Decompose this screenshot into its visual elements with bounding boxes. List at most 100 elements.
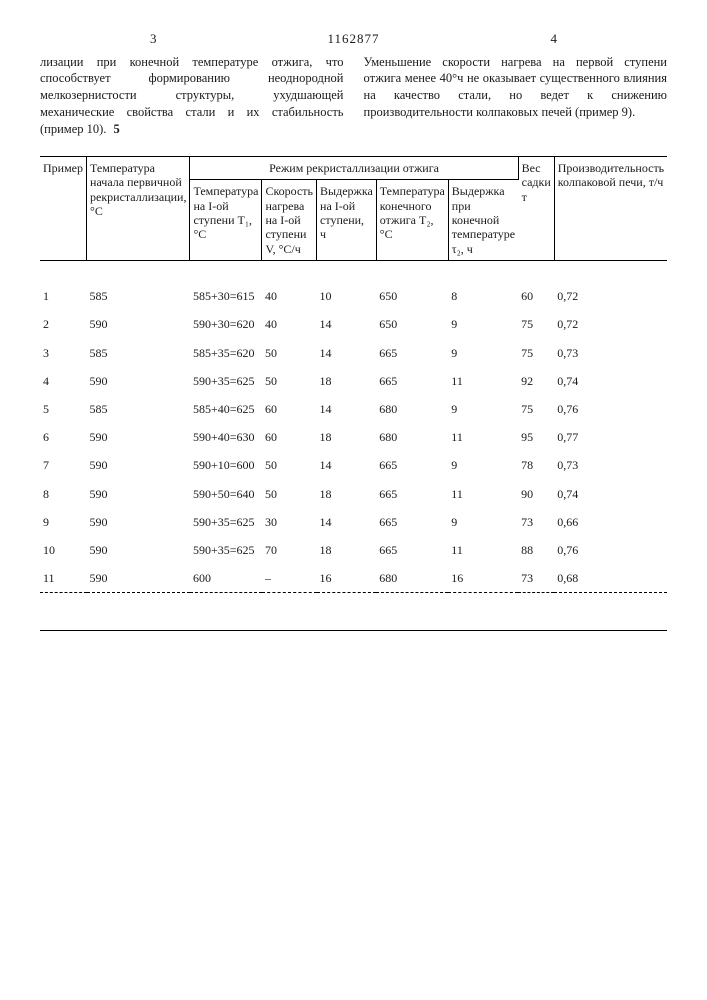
data-table: Пример Температура начала первичной рекр… xyxy=(40,156,667,632)
table-cell: 73 xyxy=(518,508,554,536)
table-cell: 8 xyxy=(40,480,87,508)
th-t1: Температура на I-ой ступени T₁, °C xyxy=(190,180,262,261)
table-cell: 50 xyxy=(262,451,317,479)
table-cell: 590+10=600 xyxy=(190,451,262,479)
table-cell: 11 xyxy=(40,564,87,593)
table-cell: 650 xyxy=(376,262,448,310)
table-cell: 665 xyxy=(376,480,448,508)
table-cell: 680 xyxy=(376,395,448,423)
table-cell: 6 xyxy=(40,423,87,451)
table-cell: 0,72 xyxy=(554,310,667,338)
page-number-left: 3 xyxy=(150,30,157,48)
table-cell: 50 xyxy=(262,339,317,367)
table-cell: 75 xyxy=(518,310,554,338)
left-paragraph: лизации при конечной температуре отжига,… xyxy=(40,55,344,137)
th-hold2: Выдержка при конечной температуре τ₂, ч xyxy=(448,180,518,261)
table-cell: 665 xyxy=(376,508,448,536)
table-cell: 665 xyxy=(376,451,448,479)
table-cell: 650 xyxy=(376,310,448,338)
table-cell: 590 xyxy=(87,536,190,564)
table-cell: 585+40=625 xyxy=(190,395,262,423)
table-cell: 0,73 xyxy=(554,451,667,479)
table-cell: 50 xyxy=(262,480,317,508)
table-cell: 3 xyxy=(40,339,87,367)
table-cell: 590 xyxy=(87,564,190,593)
table-cell: 7 xyxy=(40,451,87,479)
table-cell: 11 xyxy=(448,536,518,564)
table-cell: 590 xyxy=(87,451,190,479)
table-cell: 0,76 xyxy=(554,536,667,564)
table-cell: 75 xyxy=(518,395,554,423)
table-cell: 60 xyxy=(518,262,554,310)
th-t2: Температура конечного отжига T₂, °C xyxy=(376,180,448,261)
table-cell: 0,72 xyxy=(554,262,667,310)
table-cell: 14 xyxy=(317,395,377,423)
table-cell: 11 xyxy=(448,367,518,395)
table-cell: 2 xyxy=(40,310,87,338)
table-cell: 9 xyxy=(448,395,518,423)
table-row: 5585585+40=62560146809750,76 xyxy=(40,395,667,423)
table-cell: 585 xyxy=(87,339,190,367)
marker-5: 5 xyxy=(114,122,120,136)
table-cell: – xyxy=(262,564,317,593)
th-group: Режим рекристаллизации отжига xyxy=(190,156,518,179)
table-cell: 18 xyxy=(317,367,377,395)
table-cell: 75 xyxy=(518,339,554,367)
right-paragraph: Уменьшение скорости нагрева на первой ст… xyxy=(364,55,668,120)
table-cell: 9 xyxy=(448,339,518,367)
table-cell: 585+35=620 xyxy=(190,339,262,367)
table-cell: 665 xyxy=(376,536,448,564)
table-cell: 600 xyxy=(190,564,262,593)
table-cell: 14 xyxy=(317,508,377,536)
table-cell: 50 xyxy=(262,367,317,395)
table-row: 11590600–1668016730,68 xyxy=(40,564,667,593)
table-cell: 18 xyxy=(317,480,377,508)
table-cell: 40 xyxy=(262,310,317,338)
table-cell: 0,74 xyxy=(554,367,667,395)
table-cell: 590 xyxy=(87,310,190,338)
table-cell: 585 xyxy=(87,262,190,310)
table-cell: 9 xyxy=(40,508,87,536)
table-cell: 14 xyxy=(317,451,377,479)
table-cell: 88 xyxy=(518,536,554,564)
table-cell: 590+35=625 xyxy=(190,508,262,536)
table-cell: 73 xyxy=(518,564,554,593)
table-cell: 590+50=640 xyxy=(190,480,262,508)
table-cell: 0,77 xyxy=(554,423,667,451)
page-header: 3 1162877 4 xyxy=(40,30,667,48)
table-row: 8590590+50=640501866511900,74 xyxy=(40,480,667,508)
table-cell: 14 xyxy=(317,310,377,338)
table-cell: 590+35=625 xyxy=(190,367,262,395)
table-row: 4590590+35=625501866511920,74 xyxy=(40,367,667,395)
th-example: Пример xyxy=(40,156,87,260)
table-cell: 0,76 xyxy=(554,395,667,423)
right-column: Уменьшение скорости нагрева на первой ст… xyxy=(364,54,668,138)
table-cell: 590+30=620 xyxy=(190,310,262,338)
table-cell: 590 xyxy=(87,367,190,395)
table-cell: 30 xyxy=(262,508,317,536)
table-cell: 0,73 xyxy=(554,339,667,367)
table-cell: 590 xyxy=(87,480,190,508)
table-cell: 585+30=615 xyxy=(190,262,262,310)
table-row: 3585585+35=62050146659750,73 xyxy=(40,339,667,367)
table-cell: 11 xyxy=(448,480,518,508)
table-cell: 9 xyxy=(448,508,518,536)
table-cell: 18 xyxy=(317,423,377,451)
table-cell: 16 xyxy=(448,564,518,593)
table-cell: 40 xyxy=(262,262,317,310)
table-cell: 665 xyxy=(376,339,448,367)
table-row: 6590590+40=630601868011950,77 xyxy=(40,423,667,451)
table-row: 2590590+30=62040146509750,72 xyxy=(40,310,667,338)
table-cell: 10 xyxy=(40,536,87,564)
table-cell: 11 xyxy=(448,423,518,451)
document-id: 1162877 xyxy=(327,30,379,48)
left-column: лизации при конечной температуре отжига,… xyxy=(40,54,344,138)
table-cell: 95 xyxy=(518,423,554,451)
table-cell: 0,68 xyxy=(554,564,667,593)
table-cell: 78 xyxy=(518,451,554,479)
table-cell: 590+40=630 xyxy=(190,423,262,451)
table-cell: 4 xyxy=(40,367,87,395)
table-cell: 10 xyxy=(317,262,377,310)
table-row: 7590590+10=60050146659780,73 xyxy=(40,451,667,479)
table-cell: 0,74 xyxy=(554,480,667,508)
